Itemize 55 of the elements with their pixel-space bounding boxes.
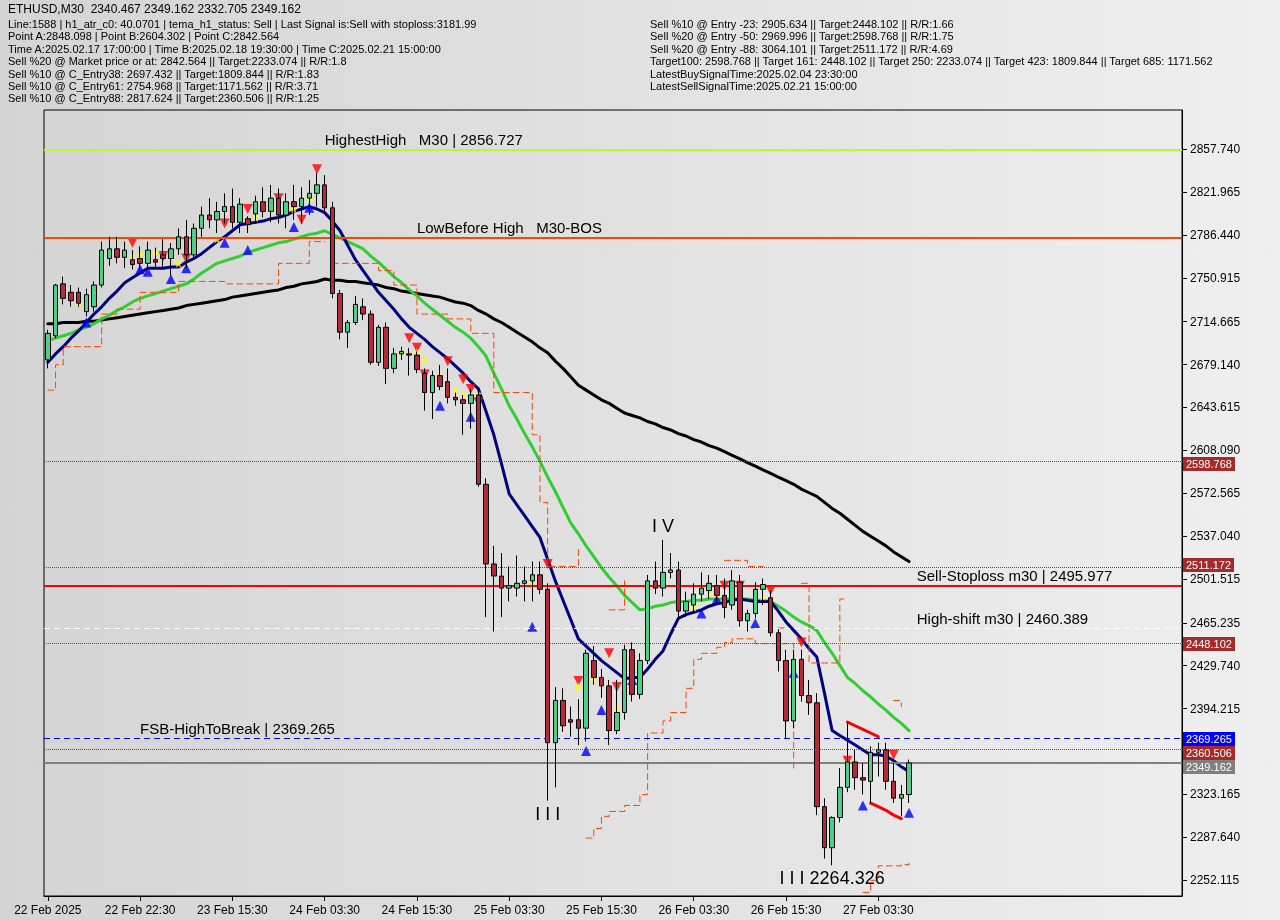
text: Sell %20 @ Entry -50: 2969.996 || Target:2598.768 || R/R:1.75: [650, 30, 955, 43]
ref-line-label: 2448.102: [1183, 636, 1235, 651]
y-tick-label: 2857.740: [1190, 141, 1241, 156]
y-tick-label: 2679.140: [1190, 357, 1241, 372]
ref-line-label: 2598.768: [1183, 457, 1235, 472]
text: Time A:2025.02.17 17:00:00 | Time B:2025.02.18 19:30:00 | Time C:2025.02.21 15:00:00: [8, 42, 442, 56]
text: LatestSellSignalTime:2025.02.21 15:00:00: [650, 80, 858, 93]
y-tick-label: 2750.915: [1190, 270, 1241, 285]
y-tick-label: 2252.115: [1190, 873, 1240, 888]
text: Sell %10 @ C_Entry38: 2697.432 || Target:1809.844 || R/R:1.83: [8, 67, 321, 81]
text: Sell %20 @ Market price or at: 2842.564 || Target:2233.074 || R/R:1.8: [8, 55, 348, 68]
y-tick-label: 2323.165: [1190, 787, 1241, 802]
annotation: I V: [651, 515, 674, 537]
y-tick-label: 2608.090: [1190, 443, 1241, 458]
y-tick-label: 2501.515: [1190, 572, 1241, 587]
annotation: I I I: [535, 803, 561, 825]
y-tick-label: 2786.440: [1190, 228, 1241, 243]
y-tick-label: 2714.665: [1190, 314, 1241, 329]
annotation: HighestHigh M30 | 2856.727: [324, 131, 523, 149]
x-tick-label: 25 Feb 15:30: [566, 903, 638, 917]
text: Sell %10 @ C_Entry88: 2817.624 || Target:2360.506 || R/R:1.25: [8, 92, 321, 105]
annotation: LowBefore High M30-BOS: [416, 218, 603, 236]
y-tick-label: 2537.040: [1190, 529, 1241, 544]
annotation: FSB-HighToBreak | 2369.265: [140, 719, 335, 737]
annotation: High-shift m30 | 2460.389: [916, 609, 1089, 627]
y-tick-label: 2643.615: [1190, 400, 1241, 415]
text: Target100: 2598.768 || Target 161: 2448.102 || Target 250: 2233.074 || Target 423: 1809.844 || Target 685: 1171.562: [650, 55, 1213, 68]
ref-line-label: 2349.162: [1183, 759, 1235, 774]
y-tick-label: 2287.640: [1190, 830, 1241, 845]
text: Line:1588 | h1_atr_c0: 40.0701 | tema_h1_status: Sell | Last Signal is:Sell with stoploss:3181.99: [8, 18, 477, 31]
text: Sell %10 @ Entry -23: 2905.634 || Target:2448.102 || R/R:1.66: [650, 18, 955, 31]
annotation: I I I 2264.326: [779, 868, 885, 890]
x-tick-label: 26 Feb 15:30: [750, 903, 822, 917]
x-tick-label: 24 Feb 03:30: [289, 903, 361, 917]
ref-line-label: 2360.506: [1183, 745, 1235, 760]
annotation: Sell-Stoploss m30 | 2495.977: [916, 566, 1113, 584]
y-tick-label: 2465.235: [1190, 615, 1241, 630]
ref-line-label: 2511.172: [1183, 558, 1235, 573]
y-tick-label: 2394.215: [1190, 701, 1241, 716]
x-tick-label: 22 Feb 22:30: [104, 903, 176, 917]
chart-title: ETHUSD,M30 2340.467 2349.162 2332.705 2349.162: [8, 2, 301, 16]
text: Sell %20 @ Entry -88: 3064.101 || Target:2511.172 || R/R:4.69: [650, 42, 954, 56]
x-tick-label: 26 Feb 03:30: [658, 903, 730, 917]
x-tick-label: 27 Feb 03:30: [842, 903, 914, 917]
x-tick-label: 24 Feb 15:30: [381, 903, 453, 917]
text: Point A:2848.098 | Point B:2604.302 | Point C:2842.564: [8, 30, 281, 43]
ref-line-label: 2369.265: [1183, 731, 1235, 746]
y-tick-label: 2429.740: [1190, 658, 1241, 673]
x-tick-label: 22 Feb 2025: [14, 903, 82, 917]
x-tick-label: 25 Feb 03:30: [473, 903, 545, 917]
x-tick-label: 23 Feb 15:30: [197, 903, 269, 917]
y-tick-label: 2821.965: [1190, 185, 1241, 200]
y-tick-label: 2572.565: [1190, 486, 1241, 501]
text: Sell %10 @ C_Entry61: 2754.968 || Target:1171.562 || R/R:3.71: [8, 80, 320, 93]
text: LatestBuySignalTime:2025.02.04 23:30:00: [650, 67, 859, 81]
